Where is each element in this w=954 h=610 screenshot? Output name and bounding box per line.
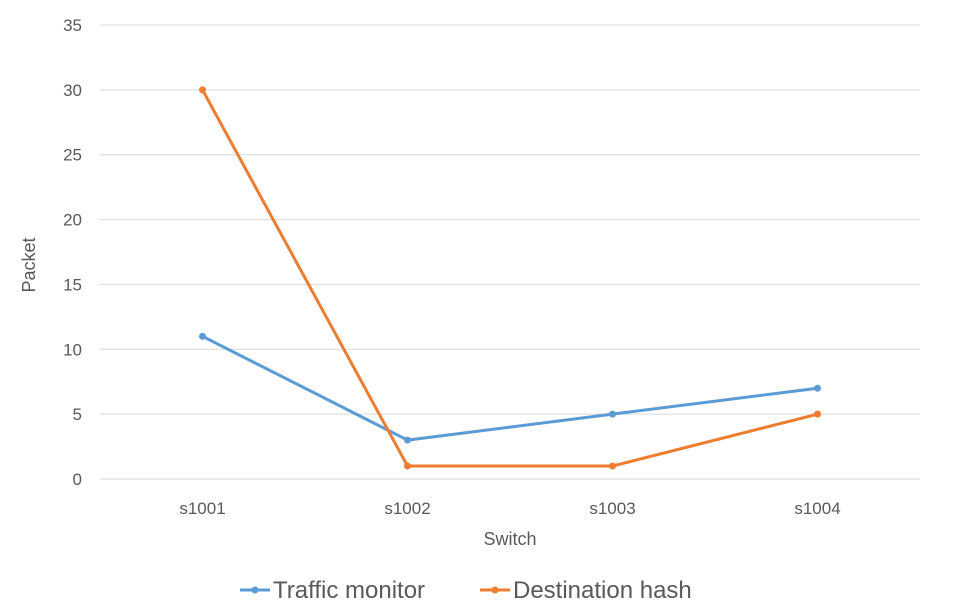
data-point — [609, 462, 616, 470]
legend-item: Traffic monitor — [240, 577, 425, 604]
y-axis-ticks: 0 5 10 15 20 25 30 35 — [63, 16, 82, 489]
y-tick-label: 30 — [63, 81, 82, 100]
x-tick-label: s1002 — [384, 499, 430, 518]
legend: Traffic monitor Destination hash — [240, 577, 692, 604]
data-point — [199, 332, 206, 340]
y-tick-label: 0 — [73, 470, 82, 489]
x-tick-label: s1001 — [179, 499, 225, 518]
x-tick-label: s1004 — [794, 499, 840, 518]
legend-item: Destination hash — [480, 577, 692, 604]
y-tick-label: 20 — [63, 211, 82, 230]
series-lines — [199, 86, 821, 470]
legend-swatch-marker — [251, 586, 259, 594]
y-tick-label: 35 — [63, 16, 82, 35]
y-tick-label: 10 — [63, 340, 82, 359]
y-tick-label: 25 — [63, 146, 82, 165]
data-point — [814, 410, 821, 418]
legend-label: Traffic monitor — [273, 577, 425, 604]
x-axis-title: Switch — [483, 529, 536, 549]
data-point — [814, 384, 821, 392]
x-axis-ticks: s1001 s1002 s1003 s1004 — [179, 499, 840, 518]
gridlines — [100, 24, 920, 480]
series-line-1 — [201, 334, 819, 442]
data-point — [404, 436, 411, 444]
legend-label: Destination hash — [513, 577, 692, 604]
data-point — [199, 86, 206, 94]
y-axis-title: Packet — [19, 237, 39, 292]
data-point — [404, 462, 411, 470]
legend-swatch-marker — [491, 586, 499, 594]
y-tick-label: 5 — [73, 405, 82, 424]
data-point — [609, 410, 616, 418]
series-line-2 — [201, 88, 819, 468]
y-tick-label: 15 — [63, 275, 82, 294]
x-tick-label: s1003 — [589, 499, 635, 518]
